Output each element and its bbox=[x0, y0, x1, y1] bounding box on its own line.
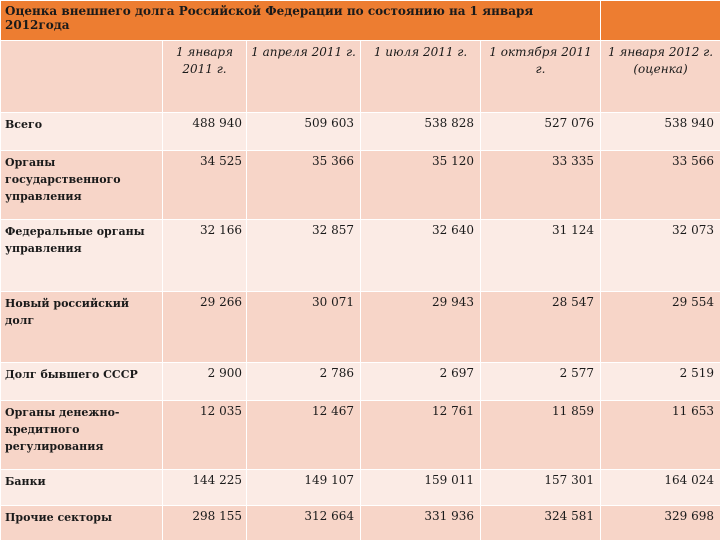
row-label: Органы государственного управления bbox=[1, 151, 163, 220]
table-cell: 33 566 bbox=[601, 151, 720, 220]
column-header: 1 января 2011 г. bbox=[163, 41, 247, 113]
row-label: Новый российский долг bbox=[1, 292, 163, 363]
table-cell: 488 940 bbox=[163, 113, 247, 151]
table-cell: 12 761 bbox=[361, 401, 481, 470]
table-cell: 34 525 bbox=[163, 151, 247, 220]
table-cell: 164 024 bbox=[601, 470, 720, 506]
table-cell: 298 155 bbox=[163, 506, 247, 541]
title-row: Оценка внешнего долга Российской Федерац… bbox=[1, 1, 720, 41]
table-cell: 29 554 bbox=[601, 292, 720, 363]
table-cell: 35 120 bbox=[361, 151, 481, 220]
table-row: Новый российский долг 29 266 30 071 29 9… bbox=[1, 292, 720, 363]
table-title: Оценка внешнего долга Российской Федерац… bbox=[1, 1, 601, 41]
table-cell: 149 107 bbox=[247, 470, 361, 506]
corner-cell bbox=[1, 41, 163, 113]
row-label: Органы денежно-кредитного регулирования bbox=[1, 401, 163, 470]
row-label: Всего bbox=[1, 113, 163, 151]
table-cell: 11 653 bbox=[601, 401, 720, 470]
table-cell: 35 366 bbox=[247, 151, 361, 220]
table-cell: 324 581 bbox=[481, 506, 601, 541]
table-row: Федеральные органы управления 32 166 32 … bbox=[1, 220, 720, 292]
table-cell: 2 900 bbox=[163, 363, 247, 401]
table-row: Банки 144 225 149 107 159 011 157 301 16… bbox=[1, 470, 720, 506]
table-cell: 144 225 bbox=[163, 470, 247, 506]
table-cell: 12 035 bbox=[163, 401, 247, 470]
table-cell: 331 936 bbox=[361, 506, 481, 541]
table-cell: 538 828 bbox=[361, 113, 481, 151]
row-label: Федеральные органы управления bbox=[1, 220, 163, 292]
table-cell: 33 335 bbox=[481, 151, 601, 220]
table-cell: 157 301 bbox=[481, 470, 601, 506]
table-cell: 538 940 bbox=[601, 113, 720, 151]
column-header: 1 января 2012 г. (оценка) bbox=[601, 41, 720, 113]
row-label: Банки bbox=[1, 470, 163, 506]
table-cell: 32 857 bbox=[247, 220, 361, 292]
table-row: Прочие секторы 298 155 312 664 331 936 3… bbox=[1, 506, 720, 541]
table-cell: 32 640 bbox=[361, 220, 481, 292]
row-label: Прочие секторы bbox=[1, 506, 163, 541]
table-cell: 509 603 bbox=[247, 113, 361, 151]
table-cell: 2 577 bbox=[481, 363, 601, 401]
table-row: Долг бывшего СССР 2 900 2 786 2 697 2 57… bbox=[1, 363, 720, 401]
column-header: 1 октября 2011 г. bbox=[481, 41, 601, 113]
table-cell: 29 266 bbox=[163, 292, 247, 363]
table-cell: 2 786 bbox=[247, 363, 361, 401]
table-cell: 29 943 bbox=[361, 292, 481, 363]
table-cell: 2 697 bbox=[361, 363, 481, 401]
column-header: 1 июля 2011 г. bbox=[361, 41, 481, 113]
table-cell: 329 698 bbox=[601, 506, 720, 541]
table-row: Всего 488 940 509 603 538 828 527 076 53… bbox=[1, 113, 720, 151]
table-cell: 31 124 bbox=[481, 220, 601, 292]
table-row: Органы денежно-кредитного регулирования … bbox=[1, 401, 720, 470]
table-cell: 159 011 bbox=[361, 470, 481, 506]
table-cell: 527 076 bbox=[481, 113, 601, 151]
table-cell: 312 664 bbox=[247, 506, 361, 541]
table-cell: 30 071 bbox=[247, 292, 361, 363]
row-label: Долг бывшего СССР bbox=[1, 363, 163, 401]
table-cell: 32 073 bbox=[601, 220, 720, 292]
table-cell: 11 859 bbox=[481, 401, 601, 470]
table-cell: 2 519 bbox=[601, 363, 720, 401]
table-cell: 12 467 bbox=[247, 401, 361, 470]
table-cell: 32 166 bbox=[163, 220, 247, 292]
table-row: Органы государственного управления 34 52… bbox=[1, 151, 720, 220]
column-header: 1 апреля 2011 г. bbox=[247, 41, 361, 113]
column-header-row: 1 января 2011 г. 1 апреля 2011 г. 1 июля… bbox=[1, 41, 720, 113]
title-spacer-cell bbox=[601, 1, 720, 41]
table-cell: 28 547 bbox=[481, 292, 601, 363]
